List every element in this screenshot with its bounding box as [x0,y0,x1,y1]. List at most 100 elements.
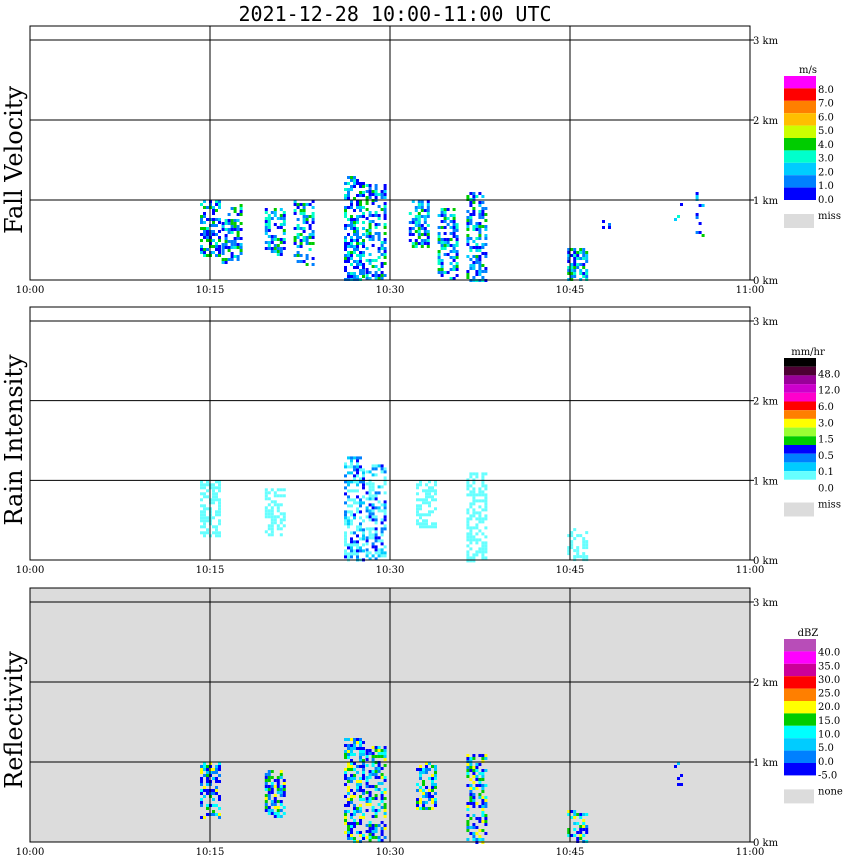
echo-cell [356,741,359,744]
echo-cell [481,195,485,198]
echo-cell [380,791,384,794]
echo-cell [481,225,485,228]
echo-cell [215,531,218,535]
echo-cell [359,516,362,520]
echo-cell [380,794,384,797]
echo-cell [582,546,586,550]
echo-cell [215,804,218,807]
echo-cell [344,260,347,263]
echo-cell [371,220,375,223]
legend-label: 0.5 [818,451,834,462]
echo-cell [282,229,286,232]
echo-cell [443,253,447,256]
echo-cell [570,269,574,272]
echo-cell [276,788,280,791]
echo-cell [215,777,218,780]
legend-label: 25.0 [818,689,840,700]
echo-cell [347,555,350,559]
echo-cell [371,482,375,486]
echo-cell [273,223,277,226]
echo-cell [422,780,425,783]
echo-cell [472,195,476,198]
echo-cell [383,262,387,265]
echo-cell [276,815,280,818]
echo-cell [449,277,453,280]
echo-cell [368,187,372,190]
echo-cell [466,276,470,279]
legend-label: 2.0 [818,167,834,178]
echo-cell [350,744,353,747]
echo-cell [276,247,280,250]
echo-cell [484,757,488,760]
echo-cell [227,258,231,261]
echo-cell [218,483,221,487]
echo-cell [472,499,476,503]
echo-cell [368,752,372,755]
echo-cell [212,218,215,221]
echo-cell [443,226,447,229]
echo-cell [362,771,365,774]
echo-cell [383,824,387,827]
echo-cell [359,251,362,254]
echo-cell [282,785,286,788]
echo-cell [218,510,221,514]
echo-cell [475,838,479,841]
echo-cell [311,200,315,203]
echo-cell [215,525,218,529]
echo-cell [472,559,476,563]
echo-cell [353,762,356,765]
echo-cell [423,230,427,233]
echo-cell [446,208,450,211]
echo-cell [365,202,369,205]
echo-cell [212,531,215,535]
echo-cell [224,219,228,222]
echo-cell [359,807,362,810]
echo-cell [279,521,283,525]
echo-cell [359,209,362,212]
echo-cell [344,555,347,559]
echo-cell [311,263,315,266]
echo-cell [449,250,453,253]
echo-cell [215,480,218,484]
echo-cell [371,797,375,800]
echo-cell [299,227,303,230]
legend-swatch [784,138,816,151]
echo-cell [582,537,586,541]
echo-cell [359,501,362,505]
legend-swatch [784,445,816,454]
echo-cell [347,191,350,194]
echo-cell [478,270,482,273]
echo-cell [347,756,350,759]
echo-cell [383,752,387,755]
echo-cell [362,792,365,795]
echo-cell [270,776,274,779]
echo-cell [371,836,375,839]
echo-cell [299,254,303,257]
echo-cell [362,549,365,553]
echo-cell [206,519,209,523]
echo-cell [353,744,356,747]
echo-cell [481,784,485,787]
echo-cell [365,277,369,280]
echo-cell [362,816,365,819]
echo-cell [383,190,387,193]
echo-cell [273,247,277,250]
echo-cell [273,521,277,525]
echo-cell [573,813,577,816]
echo-cell [279,217,283,220]
echo-cell [344,522,347,526]
echo-cell [344,266,347,269]
echo-cell [267,497,271,501]
echo-cell [264,509,268,513]
echo-cell [408,230,412,233]
echo-cell [276,785,280,788]
echo-cell [203,483,206,487]
echo-cell [206,254,209,257]
echo-cell [239,249,243,252]
echo-cell [484,252,488,255]
echo-cell [481,264,485,267]
echo-cell [573,251,577,254]
echo-cell [484,535,488,539]
echo-cell [478,267,482,270]
echo-cell [350,837,353,840]
